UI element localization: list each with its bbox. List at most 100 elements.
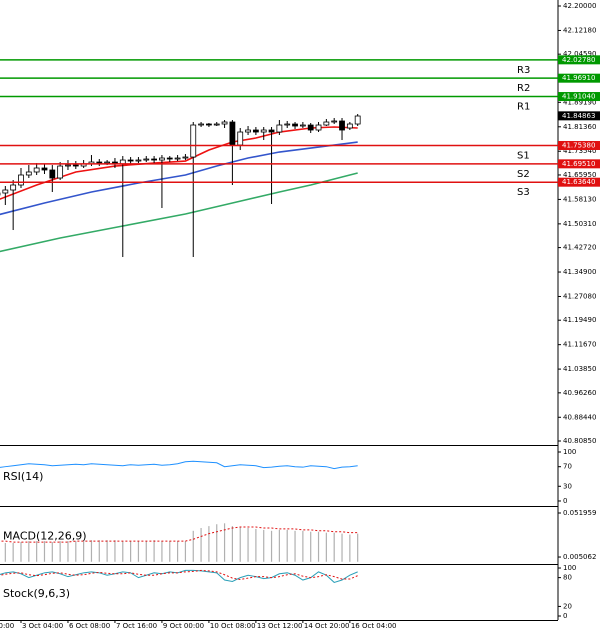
moving-average xyxy=(0,141,358,216)
y-tick-label: 41.73540 xyxy=(563,147,596,155)
y-tick-label: 70 xyxy=(563,463,572,471)
y-tick-label: 41.50310 xyxy=(563,220,596,228)
candle-body xyxy=(315,124,322,131)
candle-body xyxy=(72,164,79,167)
signal-line xyxy=(0,526,358,543)
level-price-box xyxy=(558,92,600,102)
candle-body xyxy=(245,129,251,133)
x-tick-label: 16 Oct 04:00 xyxy=(351,622,397,630)
candle-body xyxy=(174,157,181,160)
candle-body xyxy=(49,169,56,179)
candle-body xyxy=(127,159,134,162)
x-tick-label: 7 Oct 16:00 xyxy=(116,622,157,630)
candle-body xyxy=(190,124,197,158)
candle-body xyxy=(10,184,17,191)
y-tick-label: 41.65950 xyxy=(563,171,596,179)
level-price-box xyxy=(558,55,600,65)
level-name: R2 xyxy=(517,83,530,94)
y-tick-label: 80 xyxy=(563,574,572,582)
level-price-box xyxy=(558,177,600,187)
y-tick-label: 41.03850 xyxy=(563,365,596,373)
level-price-box xyxy=(558,73,600,83)
indicator-label: RSI(14) xyxy=(3,470,43,483)
candle-body xyxy=(182,156,189,159)
y-tick-label: 0.051959 xyxy=(563,509,596,517)
y-tick-label: 20 xyxy=(563,602,572,610)
x-tick-label: 9 Oct 00:00 xyxy=(163,622,204,630)
candle-body xyxy=(213,123,220,126)
y-tick-label: 100 xyxy=(563,448,576,456)
candle-body xyxy=(135,159,142,162)
candle-body xyxy=(268,129,275,133)
candle-body xyxy=(260,129,267,133)
candle-body xyxy=(166,157,173,160)
candle-body xyxy=(96,161,103,164)
candle-body xyxy=(221,121,228,125)
y-tick-label: 41.42720 xyxy=(563,244,596,252)
y-tick-label: 40.80850 xyxy=(563,437,596,445)
y-tick-label: 40.96260 xyxy=(563,389,596,397)
candle-body xyxy=(346,123,353,129)
y-tick-label: 0 xyxy=(563,497,567,505)
candle-body xyxy=(206,123,212,126)
y-tick-label: 42.12180 xyxy=(563,26,596,34)
y-tick-label: 41.34900 xyxy=(563,268,596,276)
y-tick-label: 42.04590 xyxy=(563,50,596,58)
level-price-box xyxy=(558,159,600,169)
candle-body xyxy=(33,167,40,173)
indicator-line xyxy=(0,460,358,470)
level-name: R1 xyxy=(517,102,530,113)
candle-body xyxy=(2,189,9,194)
y-tick-label: 0 xyxy=(563,612,567,620)
last-price-box xyxy=(558,111,600,121)
candle-body xyxy=(237,131,244,146)
candle-body xyxy=(284,123,291,126)
x-tick-label: 10 Oct 08:00 xyxy=(210,622,256,630)
candle-body xyxy=(292,123,298,127)
candle-body xyxy=(159,157,165,161)
y-tick-label: 30 xyxy=(563,482,572,490)
x-tick-label: 3 Oct 04:00 xyxy=(22,622,63,630)
indicator-line xyxy=(0,569,358,581)
level-price-label: 41.63640 xyxy=(562,178,595,186)
level-name: S2 xyxy=(517,169,530,180)
candle-body xyxy=(323,121,330,126)
candle-body xyxy=(229,121,236,146)
level-name: S3 xyxy=(517,187,530,198)
y-tick-label: 41.81360 xyxy=(563,123,596,131)
level-price-label: 41.69510 xyxy=(562,160,595,168)
indicator-label: MACD(12,26,9) xyxy=(3,530,87,543)
candle-body xyxy=(57,165,64,179)
indicator-label: Stock(9,6,3) xyxy=(3,587,70,600)
y-tick-label: 41.89190 xyxy=(563,98,596,106)
y-tick-label: 0.005062 xyxy=(563,553,596,561)
level-price-label: 42.02780 xyxy=(562,56,595,64)
candle-body xyxy=(104,161,111,164)
candle-body xyxy=(299,124,306,127)
y-tick-label: 41.19490 xyxy=(563,316,596,324)
candle-body xyxy=(276,124,283,133)
y-tick-label: 41.58130 xyxy=(563,195,596,203)
y-tick-label: 42.20000 xyxy=(563,2,596,10)
candle-body xyxy=(252,129,259,133)
level-price-label: 41.96910 xyxy=(562,74,595,82)
level-name: R3 xyxy=(517,65,530,76)
x-tick-label: 13 Oct 12:00 xyxy=(257,622,303,630)
candle-body xyxy=(41,167,48,171)
candle-body xyxy=(339,120,345,131)
level-price-box xyxy=(558,140,600,150)
y-tick-label: 40.88440 xyxy=(563,413,596,421)
candle-body xyxy=(307,124,314,131)
y-tick-label: 100 xyxy=(563,564,576,572)
candle-body xyxy=(331,120,338,123)
moving-average xyxy=(0,172,358,253)
candle-body xyxy=(198,123,204,126)
level-name: S1 xyxy=(517,150,530,161)
candle-body xyxy=(151,158,158,161)
y-tick-label: 41.27080 xyxy=(563,292,596,300)
x-tick-label: 0:00 xyxy=(0,622,14,630)
level-price-label: 41.91040 xyxy=(562,93,595,101)
x-tick-label: 14 Oct 20:00 xyxy=(304,622,350,630)
